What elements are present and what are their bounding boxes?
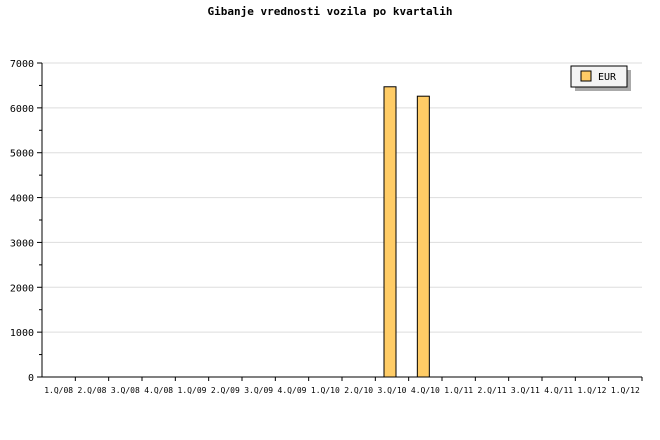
bar: [383, 86, 397, 378]
x-tick-label: 2.Q/10: [344, 386, 373, 395]
x-tick-label: 1.Q/10: [311, 386, 340, 395]
y-tick-label: 6000: [10, 104, 34, 115]
y-tick-label: 1000: [10, 328, 34, 339]
x-tick-label: 4.Q/08: [144, 386, 173, 395]
x-tick-label: 3.Q/08: [111, 386, 140, 395]
x-tick-label: 4.Q/09: [278, 386, 307, 395]
x-tick-label: 2.Q/08: [78, 386, 107, 395]
gridlines: [42, 62, 642, 333]
legend: EUR: [570, 65, 631, 91]
x-tick-label: 3.Q/11: [511, 386, 540, 395]
x-tick-label: 1.Q/09: [178, 386, 207, 395]
y-tick-label: 4000: [10, 194, 34, 205]
legend-swatch: [580, 70, 592, 82]
legend-label: EUR: [598, 72, 617, 83]
x-tick-label: 1.Q/08: [44, 386, 73, 395]
y-tick-label: 2000: [10, 283, 34, 294]
x-tick-label: 3.Q/10: [378, 386, 407, 395]
x-tick-label: 2.Q/09: [211, 386, 240, 395]
x-tick-label: 4.Q/10: [411, 386, 440, 395]
x-tick-label: 3.Q/09: [244, 386, 273, 395]
x-tick-label: 1.Q/12: [578, 386, 607, 395]
x-tick-label: 2.Q/11: [478, 386, 507, 395]
axes: 0 1000 2000 3000 4000 5000 6000 7000 1.Q/08 2.Q/0…: [10, 59, 643, 395]
x-tick-label: 1.Q/12: [611, 386, 640, 395]
bar: [416, 95, 430, 378]
x-tick-label: 1.Q/11: [444, 386, 473, 395]
x-tick-label: 4.Q/11: [544, 386, 573, 395]
bars: [383, 86, 430, 378]
chart-title: Gibanje vrednosti vozila po kvartalih: [207, 5, 452, 18]
y-tick-label: 0: [28, 373, 34, 384]
y-tick-label: 5000: [10, 149, 34, 160]
y-tick-label: 3000: [10, 238, 34, 249]
y-tick-label: 7000: [10, 59, 34, 70]
